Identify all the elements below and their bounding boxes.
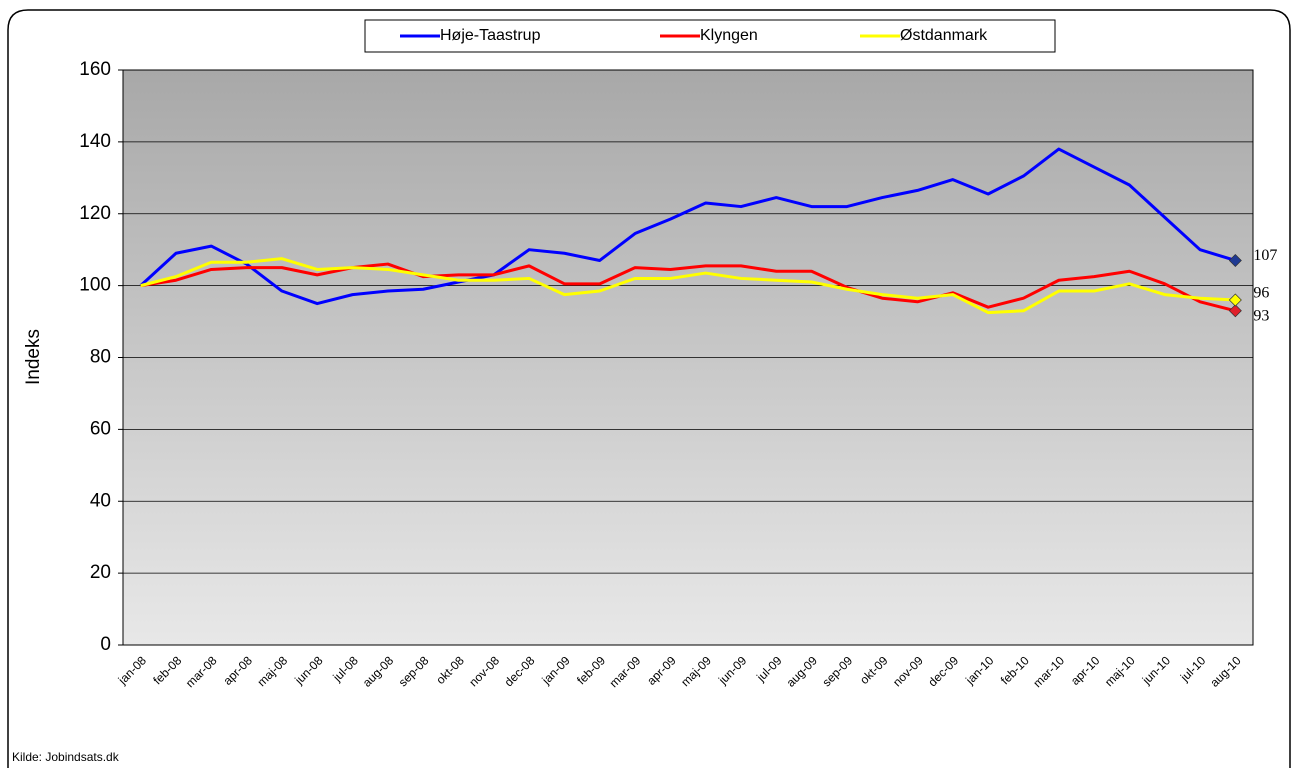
y-tick-label: 140 — [79, 131, 111, 152]
x-tick-label: sep-08 — [396, 653, 432, 689]
x-tick-label: maj-09 — [678, 653, 714, 689]
x-tick-label: jun-09 — [715, 653, 749, 687]
y-tick-label: 40 — [90, 490, 111, 511]
series-line — [140, 257, 1236, 315]
data-label: 107 — [1253, 247, 1277, 264]
end-marker — [1228, 304, 1242, 318]
x-tick-label: maj-08 — [254, 653, 290, 689]
x-tick-label: aug-10 — [1207, 653, 1244, 690]
x-tick-label: nov-08 — [466, 653, 502, 689]
legend-label: Klyngen — [700, 27, 758, 44]
x-tick-label: mar-08 — [183, 653, 220, 690]
x-tick-label: feb-09 — [574, 653, 608, 687]
x-tick-label: jun-08 — [291, 653, 325, 687]
y-tick-label: 160 — [79, 59, 111, 80]
data-label: 93 — [1253, 307, 1269, 324]
x-tick-label: apr-08 — [221, 653, 256, 688]
x-tick-label: apr-09 — [644, 653, 679, 688]
series-line — [139, 147, 1236, 306]
x-tick-label: mar-09 — [607, 653, 644, 690]
legend-label: Høje-Taastrup — [440, 27, 541, 44]
x-tick-label: feb-08 — [150, 653, 184, 687]
x-tick-label: jan-08 — [115, 653, 149, 687]
y-tick-label: 0 — [100, 634, 111, 655]
end-marker — [1228, 293, 1242, 307]
x-tick-label: jul-09 — [753, 653, 785, 685]
x-tick-label: okt-08 — [433, 653, 467, 687]
y-tick-label: 80 — [90, 347, 111, 368]
y-axis-label: Indeks — [23, 329, 44, 385]
y-tick-label: 20 — [90, 562, 111, 583]
x-tick-label: aug-08 — [360, 653, 397, 690]
source-note: Kilde: Jobindsats.dk — [12, 750, 120, 764]
x-tick-label: nov-09 — [890, 653, 926, 689]
y-tick-label: 120 — [79, 203, 111, 224]
y-tick-label: 100 — [79, 275, 111, 296]
x-tick-label: okt-09 — [857, 653, 891, 687]
x-tick-label: aug-09 — [784, 653, 821, 690]
x-tick-label: sep-09 — [819, 653, 855, 689]
y-tick-label: 60 — [90, 418, 111, 439]
x-tick-label: dec-08 — [502, 653, 538, 689]
data-label: 96 — [1253, 285, 1269, 302]
legend-label: Østdanmark — [900, 27, 988, 44]
frame — [7, 9, 1291, 768]
x-tick-label: jun-10 — [1139, 653, 1173, 687]
x-tick-label: apr-10 — [1068, 653, 1103, 688]
x-tick-label: mar-10 — [1030, 653, 1067, 690]
x-tick-label: jan-10 — [962, 653, 996, 687]
x-tick-label: dec-09 — [925, 653, 961, 689]
x-tick-label: jul-08 — [330, 653, 362, 685]
legend — [364, 19, 1056, 53]
x-tick-label: jul-10 — [1177, 653, 1209, 685]
x-tick-label: maj-10 — [1102, 653, 1138, 689]
end-marker — [1228, 253, 1242, 267]
x-tick-label: feb-10 — [998, 653, 1032, 687]
x-tick-label: jan-09 — [539, 653, 573, 687]
series-line — [140, 262, 1236, 313]
